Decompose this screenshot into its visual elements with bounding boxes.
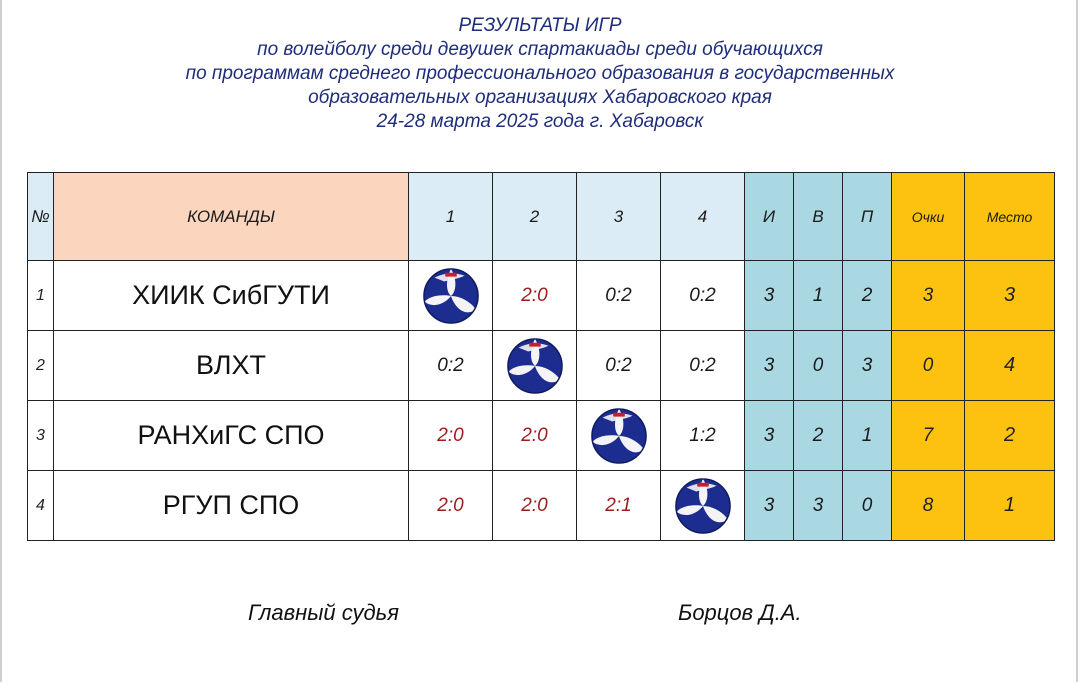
header-subtitle-3: образовательных организациях Хабаровског… — [308, 87, 772, 108]
col-header-place: Место — [964, 172, 1055, 261]
team-name: РГУП СПО — [53, 470, 409, 541]
header-date-place: 24-28 марта 2025 года г. Хабаровск — [376, 111, 704, 132]
place: 1 — [964, 470, 1055, 541]
row-number: 1 — [27, 260, 54, 331]
team-name: ХИИК СибГУТИ — [53, 260, 409, 331]
table-row: 4 РГУП СПО 2:0 2:0 2:1 3 3 0 8 1 — [27, 470, 1055, 541]
match-score-vs-3: 0:2 — [576, 260, 661, 331]
games-won: 1 — [793, 260, 843, 331]
volleyball-icon — [506, 337, 563, 394]
match-score-vs-2: 2:0 — [492, 260, 577, 331]
volleyball-icon — [422, 267, 479, 324]
self-match-cell — [660, 470, 745, 541]
row-number: 4 — [27, 470, 54, 541]
match-score-vs-4: 0:2 — [660, 330, 745, 401]
volleyball-icon — [590, 407, 647, 464]
games-won: 0 — [793, 330, 843, 401]
col-header-played: И — [744, 172, 794, 261]
place: 4 — [964, 330, 1055, 401]
col-header-team: КОМАНДЫ — [53, 172, 409, 261]
document-header: РЕЗУЛЬТАТЫ ИГР по волейболу среди девуше… — [0, 14, 1080, 134]
team-name: РАНХиГС СПО — [53, 400, 409, 471]
match-score-vs-1: 0:2 — [408, 330, 493, 401]
col-header-points: Очки — [891, 172, 965, 261]
header-subtitle-2: по программам среднего профессионального… — [185, 63, 895, 84]
chief-judge-name: Борцов Д.А. — [678, 600, 802, 625]
table-body: 1 ХИИК СибГУТИ 2:0 0:2 0:2 3 1 2 3 3 2 ВЛХТ 0:2 0:2 0:… — [27, 260, 1055, 541]
games-played: 3 — [744, 470, 794, 541]
match-score-vs-4: 0:2 — [660, 260, 745, 331]
col-header-won: В — [793, 172, 843, 261]
self-match-cell — [408, 260, 493, 331]
col-header-num: № — [27, 172, 54, 261]
header-title: РЕЗУЛЬТАТЫ ИГР — [458, 15, 622, 36]
games-played: 3 — [744, 330, 794, 401]
games-won: 2 — [793, 400, 843, 471]
games-lost: 2 — [842, 260, 892, 331]
table-row: 1 ХИИК СибГУТИ 2:0 0:2 0:2 3 1 2 3 3 — [27, 260, 1055, 331]
col-header-game-4: 4 — [660, 172, 745, 261]
row-number: 3 — [27, 400, 54, 471]
games-played: 3 — [744, 400, 794, 471]
col-header-game-2: 2 — [492, 172, 577, 261]
points: 7 — [891, 400, 965, 471]
points: 3 — [891, 260, 965, 331]
points: 0 — [891, 330, 965, 401]
place: 2 — [964, 400, 1055, 471]
header-subtitle-1: по волейболу среди девушек спартакиады с… — [257, 39, 823, 60]
table-row: 3 РАНХиГС СПО 2:0 2:0 1:2 3 2 1 7 2 — [27, 400, 1055, 471]
place: 3 — [964, 260, 1055, 331]
games-lost: 1 — [842, 400, 892, 471]
header-row: № КОМАНДЫ 1 2 3 4 И В П Очки Место — [27, 172, 1055, 261]
games-lost: 3 — [842, 330, 892, 401]
self-match-cell — [576, 400, 661, 471]
match-score-vs-2: 2:0 — [492, 470, 577, 541]
table-row: 2 ВЛХТ 0:2 0:2 0:2 3 0 3 0 4 — [27, 330, 1055, 401]
match-score-vs-2: 2:0 — [492, 400, 577, 471]
self-match-cell — [492, 330, 577, 401]
col-header-game-1: 1 — [408, 172, 493, 261]
col-header-lost: П — [842, 172, 892, 261]
games-won: 3 — [793, 470, 843, 541]
match-score-vs-1: 2:0 — [408, 470, 493, 541]
team-name: ВЛХТ — [53, 330, 409, 401]
match-score-vs-4: 1:2 — [660, 400, 745, 471]
volleyball-icon — [674, 477, 731, 534]
games-played: 3 — [744, 260, 794, 331]
results-table: № КОМАНДЫ 1 2 3 4 И В П Очки Место 1 ХИИК… — [27, 172, 1055, 541]
match-score-vs-3: 2:1 — [576, 470, 661, 541]
row-number: 2 — [27, 330, 54, 401]
points: 8 — [891, 470, 965, 541]
match-score-vs-1: 2:0 — [408, 400, 493, 471]
chief-judge-label: Главный судья — [248, 600, 400, 625]
match-score-vs-3: 0:2 — [576, 330, 661, 401]
col-header-game-3: 3 — [576, 172, 661, 261]
games-lost: 0 — [842, 470, 892, 541]
